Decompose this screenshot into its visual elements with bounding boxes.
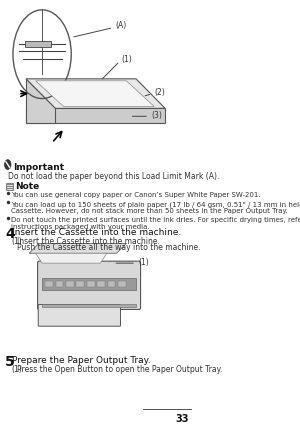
Text: (1): (1) <box>12 365 22 374</box>
Text: instructions packaged with your media.: instructions packaged with your media. <box>11 224 150 230</box>
Bar <box>25 41 50 47</box>
Bar <box>45 281 53 287</box>
Text: Prepare the Paper Output Tray.: Prepare the Paper Output Tray. <box>12 356 150 365</box>
Bar <box>42 278 136 290</box>
Text: (1): (1) <box>122 55 133 64</box>
Text: Cassette. However, do not stack more than 50 sheets in the Paper Output Tray.: Cassette. However, do not stack more tha… <box>11 208 288 214</box>
Text: Important: Important <box>13 163 64 172</box>
Polygon shape <box>36 81 154 106</box>
Text: (A): (A) <box>115 21 127 30</box>
Bar <box>118 281 126 287</box>
Bar <box>107 281 115 287</box>
Polygon shape <box>29 244 126 253</box>
Text: 5: 5 <box>5 355 15 369</box>
Polygon shape <box>36 253 107 263</box>
Text: 33: 33 <box>176 414 189 424</box>
Text: Press the Open Button to open the Paper Output Tray.: Press the Open Button to open the Paper … <box>17 365 223 374</box>
Text: Do not load the paper beyond this Load Limit Mark (A).: Do not load the paper beyond this Load L… <box>8 173 219 181</box>
Text: Insert the Cassette into the machine.: Insert the Cassette into the machine. <box>17 237 161 246</box>
Text: Push the Cassette all the way into the machine.: Push the Cassette all the way into the m… <box>17 244 201 252</box>
Polygon shape <box>26 79 55 123</box>
Bar <box>7 183 13 190</box>
Text: (1): (1) <box>138 258 149 266</box>
Bar <box>56 281 64 287</box>
Text: You can use general copy paper or Canon’s Super White Paper SW-201.: You can use general copy paper or Canon’… <box>11 192 261 198</box>
Text: Note: Note <box>15 182 39 191</box>
FancyBboxPatch shape <box>38 305 121 326</box>
Bar <box>76 281 84 287</box>
Polygon shape <box>26 79 165 108</box>
Text: Insert the Cassette into the machine.: Insert the Cassette into the machine. <box>12 228 181 237</box>
Circle shape <box>4 160 11 170</box>
Bar <box>97 281 105 287</box>
Bar <box>66 281 74 287</box>
Text: You can load up to 150 sheets of plain paper (17 lb / 64 gsm, 0.51" / 13 mm in h: You can load up to 150 sheets of plain p… <box>11 201 300 207</box>
Text: (2): (2) <box>154 88 165 97</box>
Text: (1): (1) <box>12 237 22 246</box>
Text: Do not touch the printed surfaces until the ink dries. For specific drying times: Do not touch the printed surfaces until … <box>11 217 300 223</box>
FancyBboxPatch shape <box>38 261 141 309</box>
Text: 4: 4 <box>5 227 15 241</box>
Polygon shape <box>26 108 165 123</box>
Text: (3): (3) <box>151 111 162 120</box>
Bar <box>87 281 94 287</box>
Bar <box>42 303 136 307</box>
